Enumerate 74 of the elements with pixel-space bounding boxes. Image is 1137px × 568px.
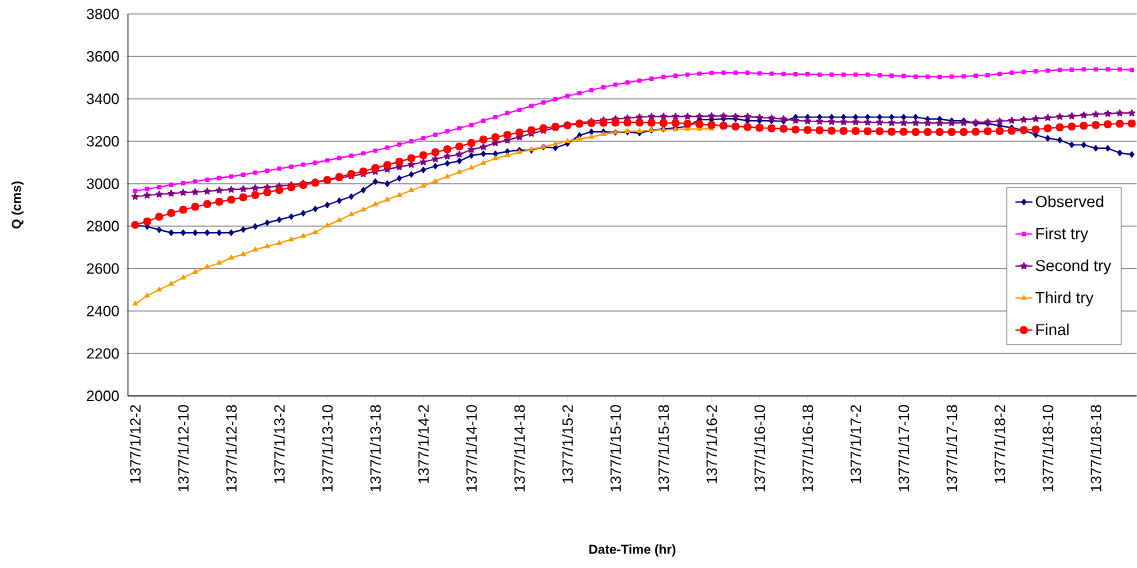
y-tick-label: 2200 [86, 348, 119, 359]
point [492, 155, 499, 161]
legend-label: Second try [1035, 259, 1112, 275]
legend-label: Observed [1035, 195, 1104, 208]
y-axis-title: Q (cms) [11, 181, 24, 229]
point [420, 182, 427, 188]
x-tick-label: 1377/1/16-18 [802, 405, 814, 492]
y-tick-label: 2000 [86, 390, 119, 402]
x-tick-label: 1377/1/18-10 [1042, 405, 1054, 492]
point [324, 222, 330, 228]
point [360, 206, 366, 212]
point [480, 160, 487, 166]
point [588, 134, 595, 139]
point [468, 164, 475, 170]
point [396, 192, 403, 198]
point [552, 141, 559, 146]
point [432, 178, 439, 184]
x-tick-label: 1377/1/16-2 [706, 405, 718, 484]
point [132, 300, 138, 306]
point [264, 243, 270, 249]
x-tick-label: 1377/1/17-10 [898, 405, 910, 492]
point [408, 187, 415, 193]
point [456, 169, 463, 174]
point [204, 263, 210, 269]
point [636, 128, 643, 133]
point [372, 201, 378, 207]
legend-label: Third try [1035, 291, 1094, 307]
x-tick-label: 1377/1/16-10 [754, 405, 766, 492]
point [576, 136, 583, 141]
point [252, 246, 258, 252]
x-tick-label: 1377/1/14-10 [465, 405, 477, 492]
legend-label: Final [1036, 323, 1069, 336]
point [180, 274, 186, 280]
x-tick-label: 1377/1/13-10 [321, 405, 333, 492]
point [240, 251, 246, 257]
y-tick-label: 3200 [86, 136, 119, 147]
point [444, 173, 451, 179]
point [336, 217, 342, 223]
point [156, 286, 162, 292]
x-tick-label: 1377/1/18-2 [994, 405, 1006, 484]
x-axis-title: Date-Time (hr) [589, 544, 676, 557]
point [192, 269, 198, 275]
point [168, 280, 174, 286]
x-tick-label: 1377/1/15-2 [561, 405, 573, 484]
x-tick-label: 1377/1/14-2 [417, 405, 429, 484]
point [504, 152, 511, 158]
point [300, 233, 306, 238]
point [312, 229, 318, 235]
y-tick-label: 3400 [86, 93, 119, 105]
x-tick-label: 1377/1/15-10 [609, 405, 621, 492]
x-tick-label: 1377/1/12-2 [129, 405, 141, 484]
y-tick-label: 3000 [86, 178, 119, 190]
x-tick-label: 1377/1/12-18 [225, 405, 237, 492]
x-tick-label: 1377/1/17-2 [850, 405, 862, 484]
x-tick-label: 1377/1/13-18 [369, 405, 381, 492]
x-tick-label: 1377/1/14-18 [513, 405, 525, 492]
point [288, 236, 294, 242]
y-tick-label: 3800 [86, 8, 119, 20]
point [144, 292, 150, 298]
x-tick-label: 1377/1/18-18 [1090, 405, 1102, 492]
y-tick-label: 2600 [86, 263, 119, 274]
x-tick-label: 1377/1/12-10 [177, 405, 189, 492]
point [348, 211, 354, 217]
y-tick-label: 2400 [86, 305, 119, 317]
point [384, 196, 390, 202]
point [228, 254, 234, 260]
x-tick-label: 1377/1/17-18 [946, 405, 958, 492]
x-tick-label: 1377/1/13-2 [273, 405, 285, 484]
point [216, 260, 222, 265]
y-tick-label: 3600 [86, 51, 119, 62]
point [276, 240, 282, 245]
y-tick-label: 2800 [86, 220, 119, 232]
legend-label: First try [1036, 227, 1089, 243]
x-tick-label: 1377/1/15-18 [658, 405, 669, 492]
